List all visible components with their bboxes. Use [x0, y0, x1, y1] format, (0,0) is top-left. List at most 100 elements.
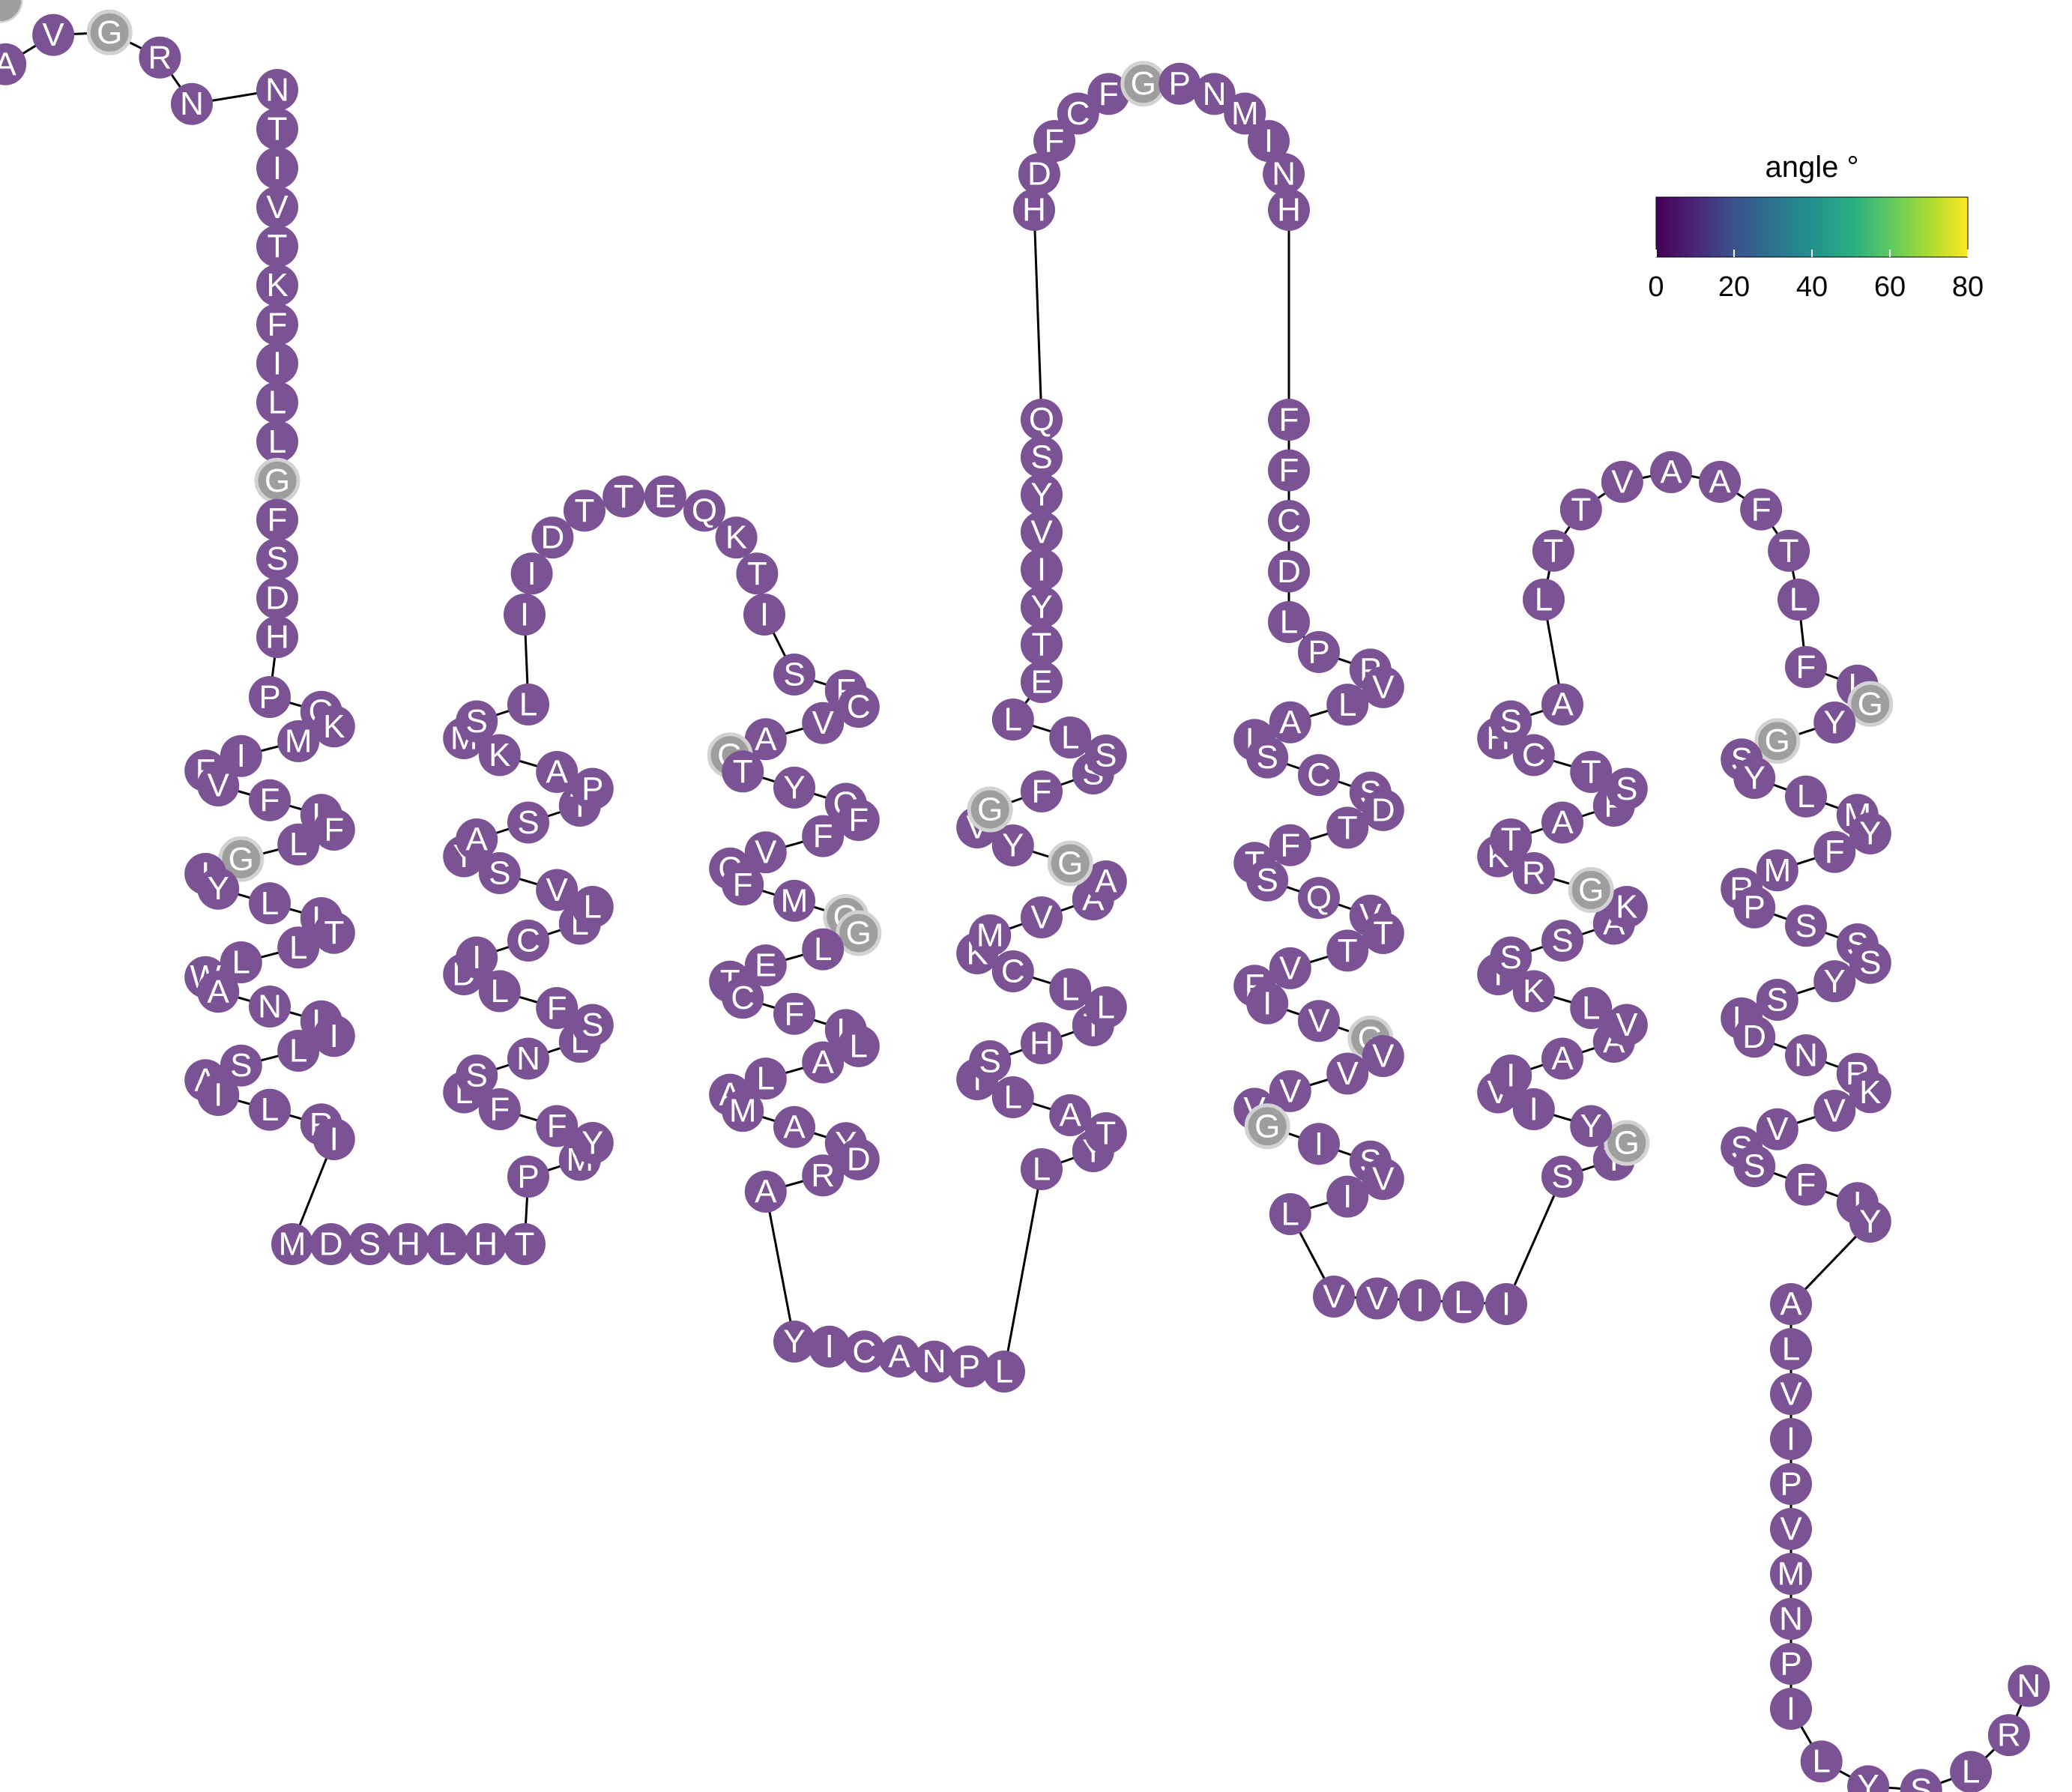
residue-circle — [32, 13, 75, 56]
residue-223: V — [1313, 1276, 1355, 1318]
residue-11: T — [256, 225, 298, 268]
residue-letter: T — [1032, 627, 1052, 663]
residue-circle — [1777, 579, 1819, 621]
residue-letter: Q — [692, 492, 717, 529]
residue-circle — [991, 1076, 1034, 1118]
residue-letter: I — [1506, 1058, 1515, 1094]
residue-282: S — [1849, 941, 1891, 984]
residue-circle — [256, 108, 298, 151]
residue-circle — [1326, 684, 1369, 726]
residue-95: Q — [683, 489, 725, 532]
residue-letter: G — [1858, 686, 1883, 722]
residue-letter: V — [1780, 1511, 1802, 1548]
legend-tick-label: 40 — [1796, 271, 1828, 303]
residue-letter: V — [208, 767, 230, 804]
residue-circle — [1268, 189, 1310, 231]
residue-28: V — [197, 764, 240, 806]
residue-letter: H — [265, 619, 289, 656]
residue-57: L — [426, 1223, 468, 1265]
residue-letter: L — [438, 1226, 456, 1263]
residue-letter: K — [1859, 1074, 1881, 1111]
residue-circle — [456, 1055, 498, 1096]
residue-308: Y — [1847, 1765, 1890, 1792]
residue-138: L — [983, 1351, 1025, 1393]
residue-letter: N — [265, 72, 289, 109]
residue-letter: T — [614, 478, 634, 515]
residue-circle — [478, 852, 521, 894]
residue-circle — [256, 537, 298, 580]
residue-266: F — [1785, 646, 1827, 688]
residue-letter: S — [1795, 908, 1816, 944]
residue-letter: G — [229, 841, 254, 878]
residue-19: S — [256, 537, 298, 580]
residue-circle — [967, 786, 1013, 833]
residue-circle — [312, 1015, 355, 1058]
residue-circle — [1541, 684, 1583, 725]
residue-214: V — [1326, 1052, 1369, 1095]
residue-circle — [802, 928, 845, 971]
residue-letter: F — [547, 990, 567, 1027]
residue-circle — [1084, 1112, 1127, 1154]
residue-circle — [773, 1321, 815, 1363]
residue-84: A — [536, 751, 579, 793]
residue-circle — [1021, 624, 1063, 666]
residue-circle — [1269, 1070, 1311, 1112]
residue-letter: F — [547, 1108, 567, 1144]
residue-231: Y — [1570, 1105, 1613, 1147]
residue-letter: L — [757, 1061, 775, 1097]
residue-letter: D — [265, 579, 289, 616]
residue-circle — [744, 718, 787, 761]
residue-letter: H — [1030, 1025, 1054, 1062]
residue-circle — [722, 750, 764, 793]
residue-letter: A — [0, 46, 16, 82]
residue-letter: L — [268, 384, 286, 421]
residue-134: C — [843, 1330, 886, 1373]
residue-letter: L — [1782, 1331, 1800, 1368]
residue-letter: A — [1060, 1097, 1082, 1134]
residue-181: M — [1224, 92, 1266, 135]
residue-286: D — [1733, 1016, 1776, 1058]
residue-circle — [1733, 757, 1776, 799]
residue-circle — [507, 1156, 549, 1198]
residue-203: S — [1246, 859, 1289, 902]
residue-letter: P — [1744, 889, 1766, 926]
residue-90: I — [510, 552, 553, 595]
residue-circle — [536, 869, 579, 911]
residue-262: A — [1699, 460, 1742, 503]
residue-letter: V — [1366, 1280, 1389, 1317]
residue-circle — [1770, 1688, 1812, 1730]
residue-circle — [1084, 734, 1127, 776]
residue-235: A — [1541, 1037, 1583, 1080]
residue-234: I — [1490, 1055, 1532, 1096]
residue-circle — [802, 702, 845, 744]
residue-circle — [1269, 824, 1311, 866]
residue-circle — [1326, 1175, 1369, 1218]
residue-74: C — [507, 920, 549, 962]
residue-153: V — [1021, 896, 1063, 938]
residue-159: G — [967, 786, 1013, 833]
residue-letter: I — [273, 346, 282, 382]
residue-circle — [1768, 529, 1810, 572]
residue-64: F — [478, 1088, 521, 1130]
residue-112: F — [722, 863, 764, 906]
residue-162: S — [1084, 734, 1127, 776]
residue-circle — [456, 700, 498, 743]
residue-15: L — [256, 381, 298, 424]
residue-letter: D — [847, 1141, 871, 1177]
residue-circle — [1740, 488, 1783, 531]
residue-letter: D — [319, 1226, 343, 1263]
residue-137: P — [948, 1345, 991, 1388]
residue-circle — [1021, 661, 1063, 703]
residue-letter: P — [958, 1348, 980, 1385]
residue-circle — [1084, 860, 1127, 902]
residue-62: Y — [571, 1122, 614, 1164]
residue-letter: S — [1551, 1159, 1573, 1195]
residue-letter: I — [1037, 552, 1046, 588]
residue-letter: T — [1543, 532, 1563, 569]
residue-letter: K — [489, 737, 510, 773]
residue-31: F — [312, 809, 355, 851]
residue-131: A — [744, 1171, 787, 1213]
residue-letter: M — [279, 1226, 306, 1263]
residue-letter: F — [1280, 827, 1300, 863]
residue-199: D — [1362, 788, 1404, 831]
